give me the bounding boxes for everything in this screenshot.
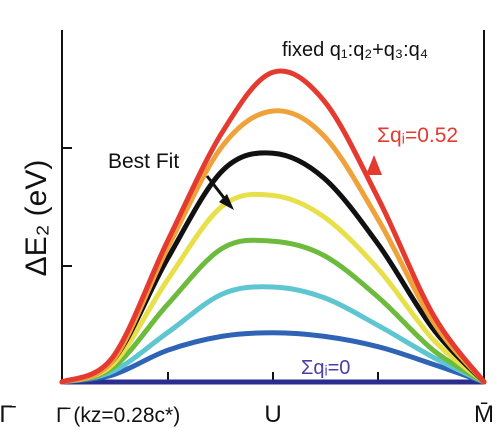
series-line-4 xyxy=(59,191,487,385)
sum-q-arrowhead xyxy=(366,155,382,175)
series-line-3 xyxy=(59,237,487,385)
x-tick-label: U xyxy=(264,401,281,428)
x-tick-label: M̄ xyxy=(474,401,494,428)
y-axis-label: ΔE₂ (eV) xyxy=(20,160,53,277)
annotation-sum-max: Σqᵢ=0.52 xyxy=(377,124,458,147)
series-layer xyxy=(59,68,487,385)
series-line-7 xyxy=(59,68,487,385)
annotation-fixed-ratio: fixed q₁:q₂+q₃:q₄ xyxy=(282,39,428,61)
series-line-2 xyxy=(59,284,487,385)
best-fit-arrowhead xyxy=(219,194,234,210)
x-tick-label: Γ̄ xyxy=(0,401,17,428)
annotation-best-fit: Best Fit xyxy=(108,150,179,173)
annotation-sum-min: Σqᵢ=0 xyxy=(301,357,350,379)
series-line-1 xyxy=(59,330,487,385)
x-tick-label: Γ̄ (kz=0.28c*) xyxy=(56,404,180,427)
